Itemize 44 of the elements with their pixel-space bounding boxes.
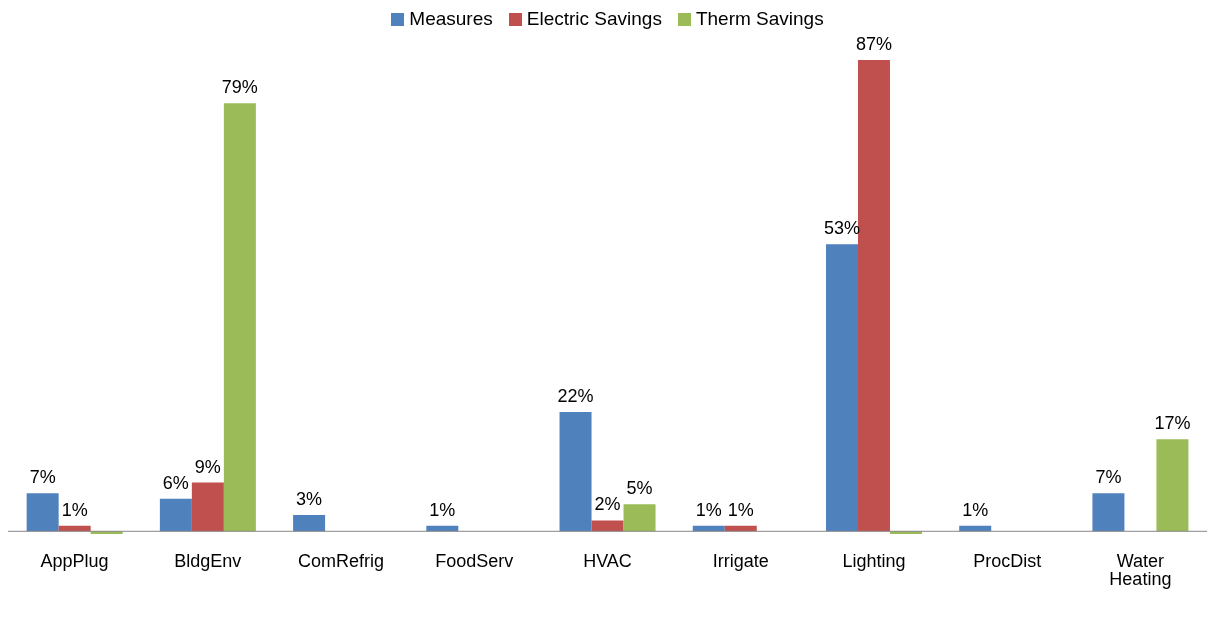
data-label: 5% (626, 478, 653, 499)
data-label: 7% (1095, 467, 1122, 488)
bar (26, 493, 59, 532)
bar (724, 525, 757, 532)
bar (692, 525, 725, 532)
legend-label: Electric Savings (526, 8, 662, 30)
bar (1156, 439, 1189, 532)
x-tick-label: Irrigate (712, 550, 769, 571)
data-label: 79% (221, 77, 258, 98)
legend-label: Therm Savings (695, 8, 824, 30)
data-label: 2% (594, 494, 621, 515)
x-tick-label: FoodServ (435, 550, 514, 571)
bar (293, 515, 326, 532)
data-label: 1% (962, 499, 989, 520)
x-tick-label: BldgEnv (174, 550, 242, 571)
bar (959, 525, 992, 532)
bar (559, 412, 592, 532)
bar (426, 525, 459, 532)
bar (623, 504, 656, 532)
legend-label: Measures (409, 8, 493, 30)
data-label: 1% (727, 499, 754, 520)
data-label: 17% (1154, 413, 1191, 434)
x-tick-label: Lighting (842, 550, 906, 571)
bar (223, 103, 256, 532)
data-label: 7% (29, 467, 56, 488)
data-label: 1% (61, 499, 88, 520)
data-label: 87% (855, 34, 892, 54)
bar (191, 482, 224, 532)
x-tick-label: ComRefrig (298, 550, 385, 571)
data-label: 22% (557, 386, 594, 407)
x-tick-label: AppPlug (40, 550, 109, 571)
data-label: 1% (695, 499, 722, 520)
data-label: 9% (194, 456, 221, 477)
bar (58, 525, 91, 532)
x-tick-label: ProcDist (973, 550, 1042, 571)
x-tick-label: HVAC (583, 550, 632, 571)
data-label: 3% (296, 489, 323, 510)
bar (825, 244, 858, 532)
bar (159, 498, 192, 532)
data-label: 6% (162, 472, 189, 493)
bar (1092, 493, 1125, 532)
data-label: 1% (429, 499, 456, 520)
x-tick-label: Water Heating (1109, 550, 1172, 589)
bar (591, 520, 624, 532)
